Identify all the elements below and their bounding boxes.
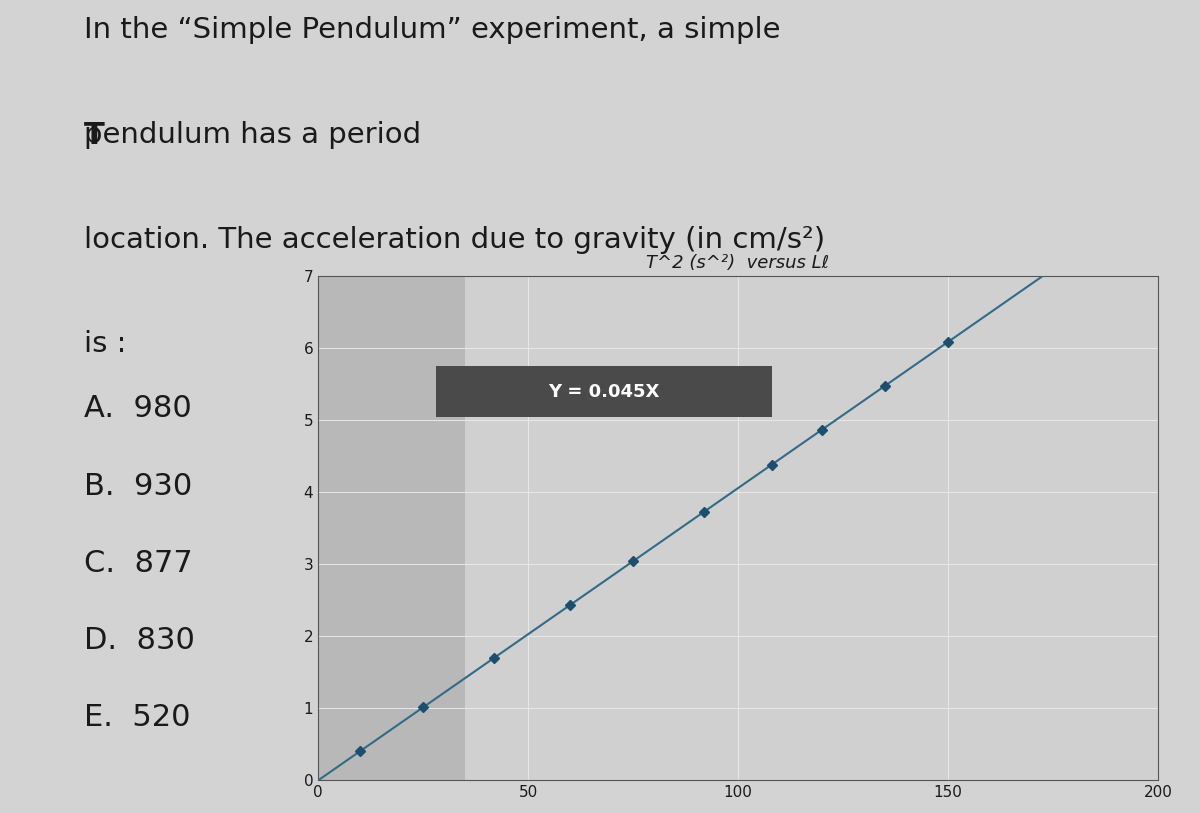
Bar (436, 367, 772, 417)
Text: location. The acceleration due to gravity (in cm/s²): location. The acceleration due to gravit… (84, 226, 826, 254)
Text: Y = 0.045X: Y = 0.045X (548, 383, 659, 401)
Title: T^2 (s^²)  versus Lℓ: T^2 (s^²) versus Lℓ (647, 254, 829, 272)
Text: E.  520: E. 520 (84, 703, 191, 733)
Text: B.  930: B. 930 (84, 472, 192, 501)
Bar (318, 276, 466, 780)
Text: is :: is : (84, 330, 126, 359)
Text: D.  830: D. 830 (84, 626, 194, 655)
Text: In the “Simple Pendulum” experiment, a simple: In the “Simple Pendulum” experiment, a s… (84, 16, 780, 44)
Text: T: T (84, 121, 106, 150)
Text: pendulum has a period: pendulum has a period (84, 121, 431, 149)
Text: C.  877: C. 877 (84, 549, 193, 578)
Text: A.  980: A. 980 (84, 394, 192, 424)
